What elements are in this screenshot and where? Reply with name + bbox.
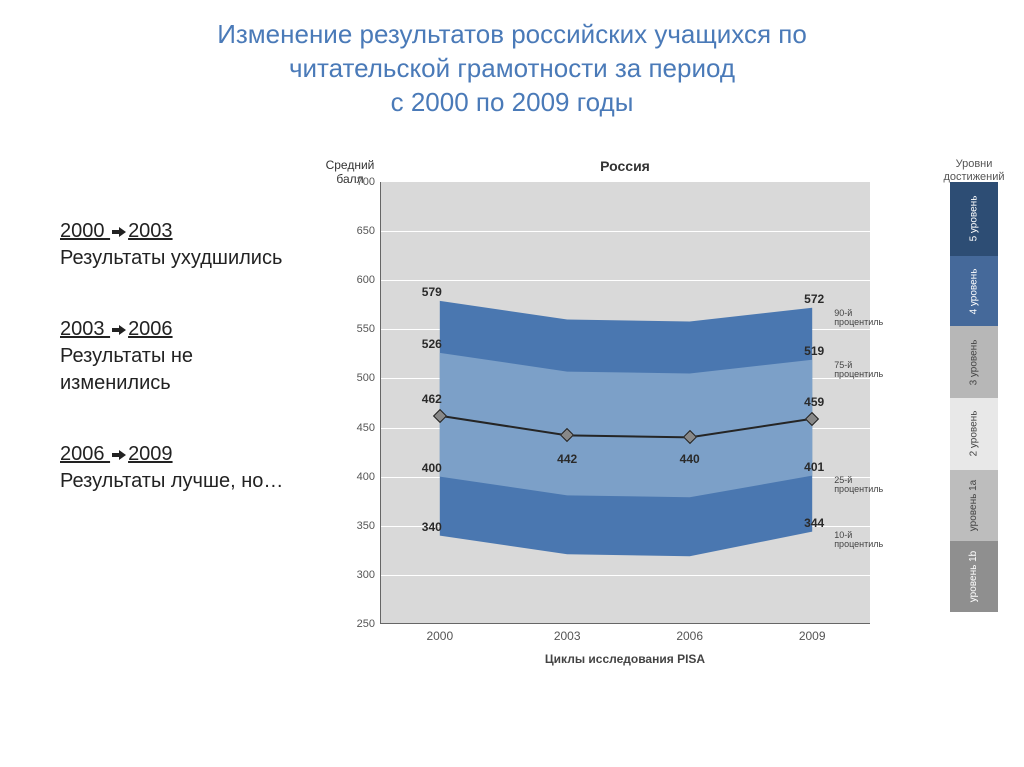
period-to: 2009 (128, 443, 173, 465)
period-to: 2003 (128, 220, 173, 242)
y-tick-label: 600 (357, 274, 375, 286)
level-label: уровень 1а (969, 479, 980, 530)
period-from: 2003 (60, 318, 105, 340)
title-line-3: с 2000 по 2009 годы (391, 87, 634, 117)
y-tick-label: 250 (357, 618, 375, 630)
level-label: 3 уровень (968, 339, 979, 385)
level-label: 5 уровень (968, 196, 979, 242)
period-text: Результаты ухудшились (60, 245, 290, 272)
data-label: 459 (804, 395, 824, 409)
chart-area: Средний балл Россия 25030035040045050055… (310, 160, 940, 680)
level-label: уровень 1b (969, 551, 980, 602)
sidebar-periods: 2000 2003Результаты ухудшились2003 2006Р… (60, 218, 290, 539)
percentile-label: 75-й процентиль (834, 361, 888, 380)
data-label: 579 (422, 285, 442, 299)
x-tick-label: 2000 (426, 629, 453, 643)
y-tick-label: 350 (357, 520, 375, 532)
level-box: уровень 1b (950, 541, 998, 613)
period-from: 2000 (60, 220, 105, 242)
data-label: 401 (804, 460, 824, 474)
level-box: 2 уровень (950, 398, 998, 470)
y-tick-label: 300 (357, 569, 375, 581)
levels-title: Уровни достижений (938, 158, 1010, 183)
page-title: Изменение результатов российских учащихс… (0, 0, 1024, 119)
level-label: 2 уровень (968, 411, 979, 457)
arrow-right-icon (112, 449, 126, 461)
data-label: 344 (804, 516, 824, 530)
level-box: уровень 1а (950, 470, 998, 541)
level-box: 5 уровень (950, 182, 998, 256)
y-tick-label: 550 (357, 323, 375, 335)
period-block: 2006 2009Результаты лучше, но… (60, 441, 290, 495)
x-tick-label: 2009 (799, 629, 826, 643)
x-tick-label: 2006 (676, 629, 703, 643)
content-area: 2000 2003Результаты ухудшились2003 2006Р… (0, 160, 1024, 767)
y-tick-label: 400 (357, 471, 375, 483)
period-range: 2003 2006 (60, 316, 290, 343)
y-tick-label: 650 (357, 225, 375, 237)
data-label: 572 (804, 292, 824, 306)
period-range: 2006 2009 (60, 441, 290, 468)
chart-plot: 2503003504004505005506006507002000200320… (380, 182, 870, 624)
level-box: 3 уровень (950, 326, 998, 398)
data-label: 462 (422, 392, 442, 406)
y-tick-label: 450 (357, 422, 375, 434)
level-box: 4 уровень (950, 256, 998, 327)
percentile-label: 10-й процентиль (834, 531, 888, 550)
chart-x-axis-title: Циклы исследования PISA (380, 652, 870, 666)
period-range: 2000 2003 (60, 218, 290, 245)
data-label: 400 (422, 461, 442, 475)
title-line-1: Изменение результатов российских учащихс… (217, 19, 807, 49)
data-label: 442 (557, 452, 577, 466)
percentile-label: 90-й процентиль (834, 309, 888, 328)
data-label: 519 (804, 344, 824, 358)
x-tick-label: 2003 (554, 629, 581, 643)
bands-svg (381, 182, 871, 624)
y-tick-label: 700 (357, 176, 375, 188)
level-label: 4 уровень (968, 268, 979, 314)
arrow-right-icon (112, 324, 126, 336)
data-label: 440 (680, 452, 700, 466)
period-to: 2006 (128, 318, 173, 340)
data-label: 526 (422, 337, 442, 351)
period-text: Результаты лучше, но… (60, 468, 290, 495)
title-line-2: читательской грамотности за период (289, 53, 735, 83)
period-block: 2000 2003Результаты ухудшились (60, 218, 290, 272)
data-label: 340 (422, 520, 442, 534)
period-block: 2003 2006Результаты не изменились (60, 316, 290, 397)
chart-title: Россия (310, 158, 940, 174)
period-text: Результаты не изменились (60, 343, 290, 397)
y-tick-label: 500 (357, 372, 375, 384)
period-from: 2006 (60, 443, 105, 465)
percentile-label: 25-й процентиль (834, 476, 888, 495)
arrow-right-icon (112, 226, 126, 238)
